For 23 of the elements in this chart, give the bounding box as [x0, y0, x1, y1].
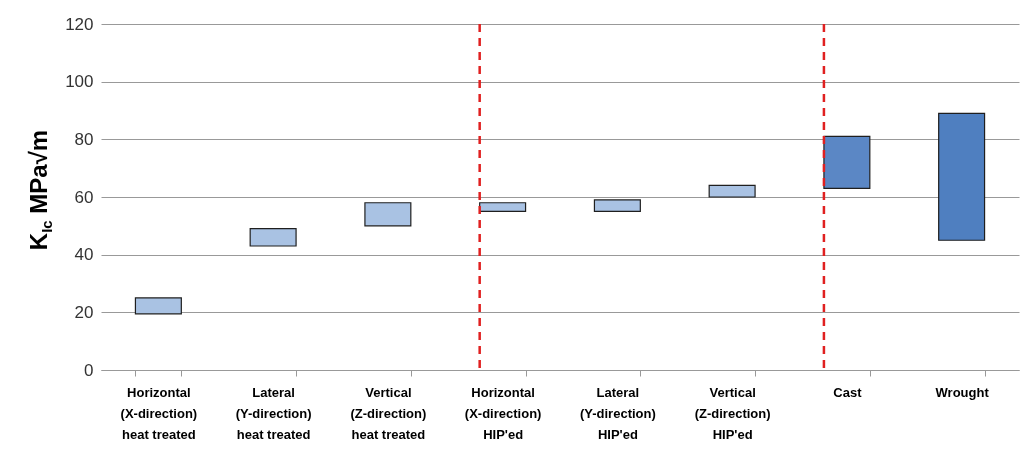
x-tick-label: Horizontal (X-direction) heat treated	[120, 384, 198, 442]
y-tick-label: 0	[84, 360, 94, 380]
x-tick-label: Horizontal (X-direction) HIP'ed	[464, 384, 542, 442]
x-tick-label: Cast	[833, 384, 863, 400]
y-tick-label: 20	[74, 302, 94, 322]
bar	[593, 199, 641, 213]
x-tick-label: Vertical (Z-direction) heat treated	[350, 384, 427, 442]
bar	[249, 228, 297, 247]
x-tick-label: Lateral (Y-direction) HIP'ed	[579, 384, 656, 442]
bar	[708, 184, 756, 198]
bar	[823, 135, 871, 189]
y-tick-label: 120	[65, 14, 94, 34]
bar	[364, 202, 412, 227]
y-tick-label: 40	[74, 245, 94, 265]
y-tick-label: 60	[74, 187, 94, 207]
bar	[134, 297, 182, 315]
bar	[938, 112, 986, 241]
x-tick-label: Vertical (Z-direction) HIP'ed	[694, 384, 771, 442]
bar	[479, 202, 527, 213]
y-tick-label: 100	[65, 72, 94, 92]
x-tick-label: Wrought	[935, 384, 990, 400]
x-tick-label: Lateral (Y-direction) heat treated	[235, 384, 312, 442]
y-tick-label: 80	[74, 129, 94, 149]
